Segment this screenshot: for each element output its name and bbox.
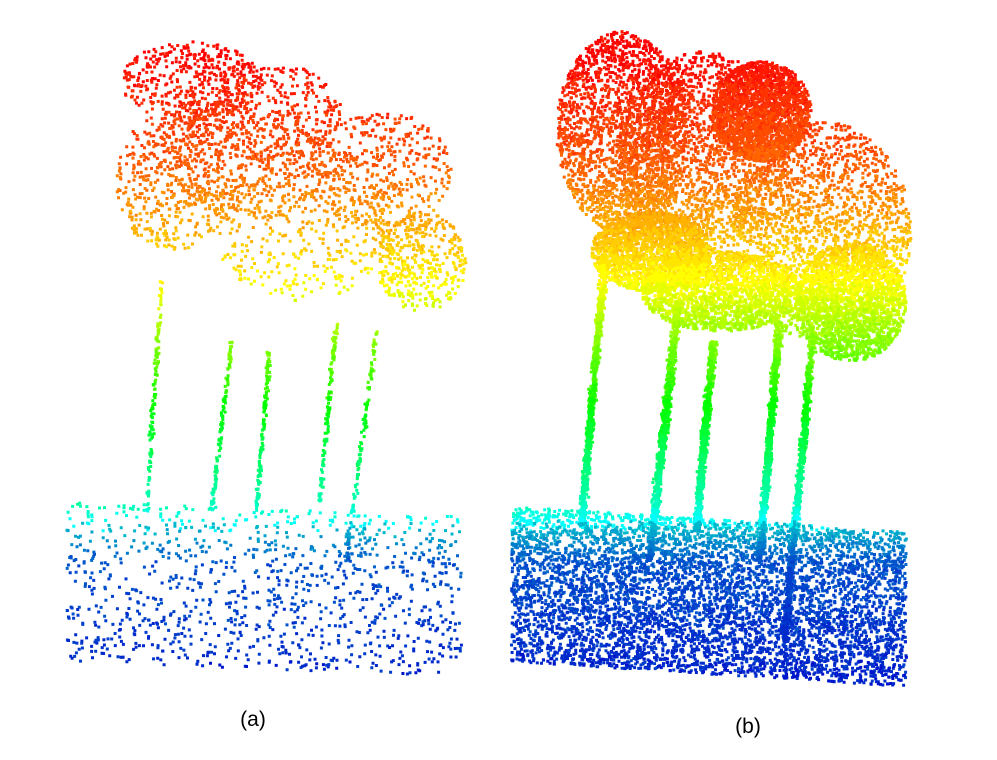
point-layer	[65, 521, 461, 540]
point-layer	[154, 332, 378, 364]
point-layer	[70, 535, 458, 553]
point-layer	[146, 450, 362, 481]
point-layer	[126, 75, 445, 161]
point-layer	[120, 186, 456, 235]
point-layer	[154, 313, 379, 340]
point-layer	[148, 408, 369, 443]
point-layer	[587, 394, 811, 429]
point-layer	[525, 489, 802, 513]
point-layer	[510, 526, 908, 547]
point-layer	[153, 356, 374, 391]
point-layer	[586, 205, 913, 257]
point-layer	[587, 381, 813, 417]
point-layer	[582, 436, 809, 471]
point-layer	[557, 106, 890, 182]
point-layer	[118, 105, 449, 179]
point-layer	[580, 462, 805, 498]
point-layer	[157, 280, 460, 311]
point-layer	[157, 262, 465, 304]
point-layer	[115, 169, 451, 218]
point-layer	[150, 383, 371, 417]
point-layer	[556, 30, 838, 130]
point-layer	[65, 560, 462, 675]
point-layer	[147, 460, 361, 498]
point-layer	[68, 514, 460, 533]
point-layer	[76, 477, 359, 507]
point-layer	[152, 369, 374, 402]
point-layer	[128, 204, 462, 256]
point-layer	[511, 533, 906, 553]
point-layer	[159, 294, 442, 326]
point-layer	[593, 305, 907, 341]
point-layer	[66, 502, 428, 520]
point-layer	[510, 546, 908, 587]
point-layer	[560, 139, 901, 199]
caption: (a)	[240, 708, 266, 731]
point-cloud-a	[65, 40, 468, 676]
point-layer	[148, 437, 364, 471]
point-layer	[155, 326, 378, 350]
point-layer	[510, 559, 908, 683]
point-layer	[146, 225, 468, 274]
point-layer	[66, 526, 441, 545]
point-layer	[90, 508, 459, 525]
point-layer	[510, 604, 908, 687]
point-layer	[71, 491, 360, 514]
point-layer	[152, 345, 377, 377]
point-layer	[123, 40, 328, 97]
point-layer	[593, 261, 907, 304]
point-layer	[147, 422, 366, 456]
point-layer	[593, 318, 905, 353]
point-layer	[572, 185, 911, 238]
point-layer	[149, 395, 369, 431]
point-layer	[510, 552, 908, 636]
point-layer	[510, 540, 908, 560]
point-cloud-b	[510, 30, 913, 687]
point-layer	[590, 242, 911, 291]
point-layer	[584, 420, 809, 459]
point-layer	[584, 409, 810, 445]
point-layer	[75, 540, 447, 559]
point-layer	[122, 43, 409, 129]
point-layer	[589, 357, 858, 391]
point-layer	[591, 332, 894, 367]
caption: (b)	[735, 715, 761, 738]
point-layer	[578, 474, 804, 507]
